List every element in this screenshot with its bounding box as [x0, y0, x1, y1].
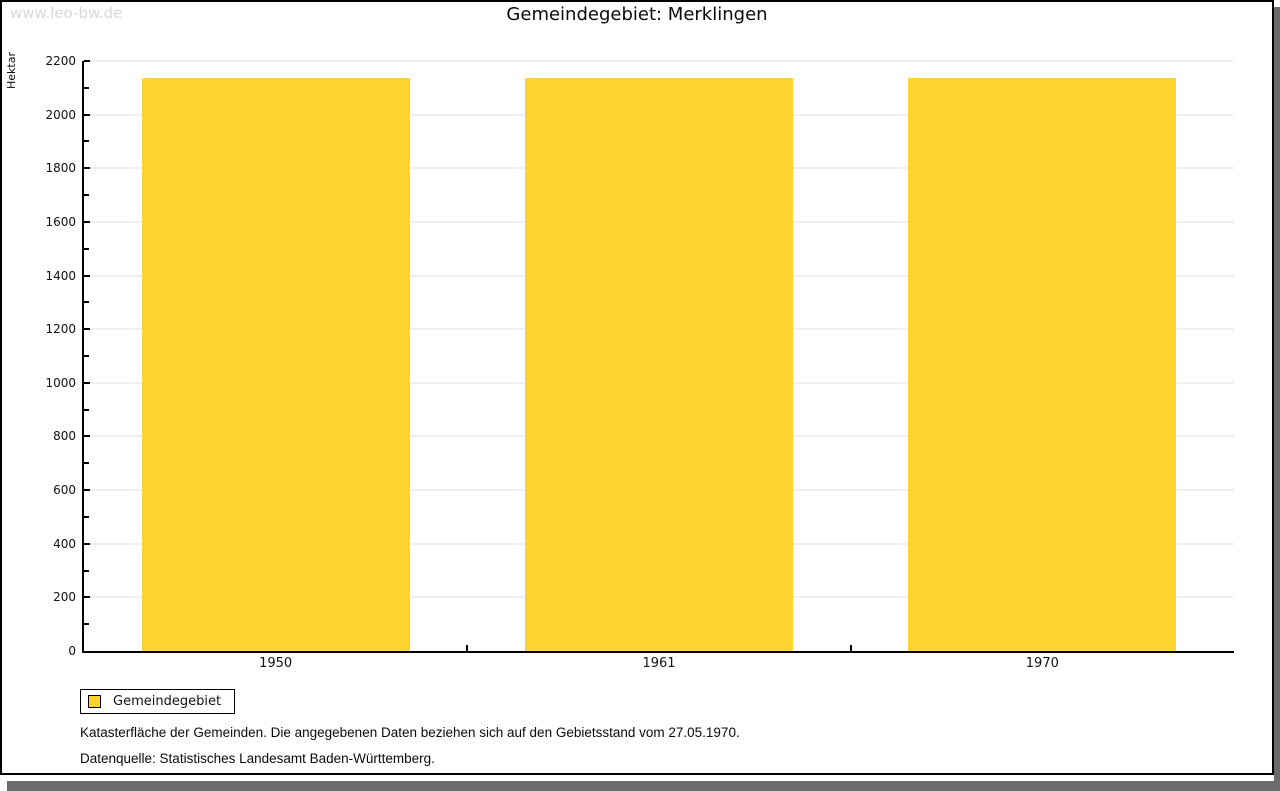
footer-source: Datenquelle: Statistisches Landesamt Bad…	[80, 751, 435, 766]
y-minor-tick	[84, 355, 89, 357]
y-tick-label: 1000	[45, 375, 76, 390]
legend-label: Gemeindegebiet	[113, 694, 222, 709]
y-minor-tick	[84, 86, 89, 89]
y-major-tick	[84, 542, 90, 545]
y-major-tick	[84, 435, 90, 438]
chart-title: Gemeindegebiet: Merklingen	[506, 4, 768, 25]
x-axis-tick-labels: 1950 1961 1970	[84, 656, 1234, 674]
y-major-tick	[84, 489, 90, 492]
x-tick-label: 1970	[1025, 656, 1059, 671]
y-axis-tick-labels: 0 200 400 600 800 1000 1200 1400 1600 1800 2000 220…	[2, 54, 76, 658]
y-major-tick	[84, 328, 90, 331]
bar	[524, 77, 794, 651]
chart-frame: www.leo-bw.de Gemeindegebiet: Merklingen…	[0, 0, 1274, 775]
y-major-tick	[84, 113, 90, 116]
y-minor-tick	[84, 462, 89, 465]
y-minor-tick	[84, 515, 89, 518]
gridline	[84, 60, 1234, 62]
y-tick-label: 0	[68, 644, 76, 658]
frame-shadow-bottom	[7, 781, 1280, 791]
y-tick-label: 1400	[45, 268, 76, 283]
y-minor-tick	[84, 140, 89, 143]
y-major-tick	[84, 596, 90, 599]
legend-swatch-icon	[88, 695, 101, 708]
y-minor-tick	[84, 623, 89, 626]
y-minor-tick	[84, 247, 89, 250]
y-minor-tick	[84, 194, 89, 197]
y-tick-label: 200	[53, 590, 76, 605]
y-tick-label: 400	[53, 536, 76, 551]
x-tick-label: 1961	[642, 656, 676, 671]
watermark: www.leo-bw.de	[10, 4, 123, 22]
y-tick-label: 1200	[45, 322, 76, 337]
y-minor-tick	[84, 408, 89, 411]
plot-area	[82, 60, 1234, 653]
y-tick-label: 1600	[45, 214, 76, 229]
footer-note: Katasterfläche der Gemeinden. Die angege…	[80, 725, 740, 740]
bar	[908, 77, 1177, 651]
x-tick-label: 1950	[259, 656, 293, 671]
frame-shadow-right	[1274, 7, 1280, 791]
legend: Gemeindegebiet	[80, 689, 236, 714]
y-tick-label: 600	[53, 483, 76, 498]
y-tick-label: 2000	[45, 107, 76, 122]
x-boundary-tick	[849, 645, 852, 651]
y-minor-tick	[84, 569, 89, 572]
y-minor-tick	[84, 301, 89, 304]
y-major-tick	[84, 274, 90, 277]
x-boundary-tick	[466, 645, 469, 651]
y-tick-label: 800	[53, 429, 76, 444]
y-tick-label: 2200	[45, 54, 76, 68]
y-major-tick	[84, 381, 90, 384]
y-major-tick	[84, 167, 90, 170]
y-tick-label: 1800	[45, 161, 76, 176]
y-major-tick	[84, 60, 90, 62]
y-major-tick	[84, 220, 90, 223]
bar	[141, 77, 410, 651]
